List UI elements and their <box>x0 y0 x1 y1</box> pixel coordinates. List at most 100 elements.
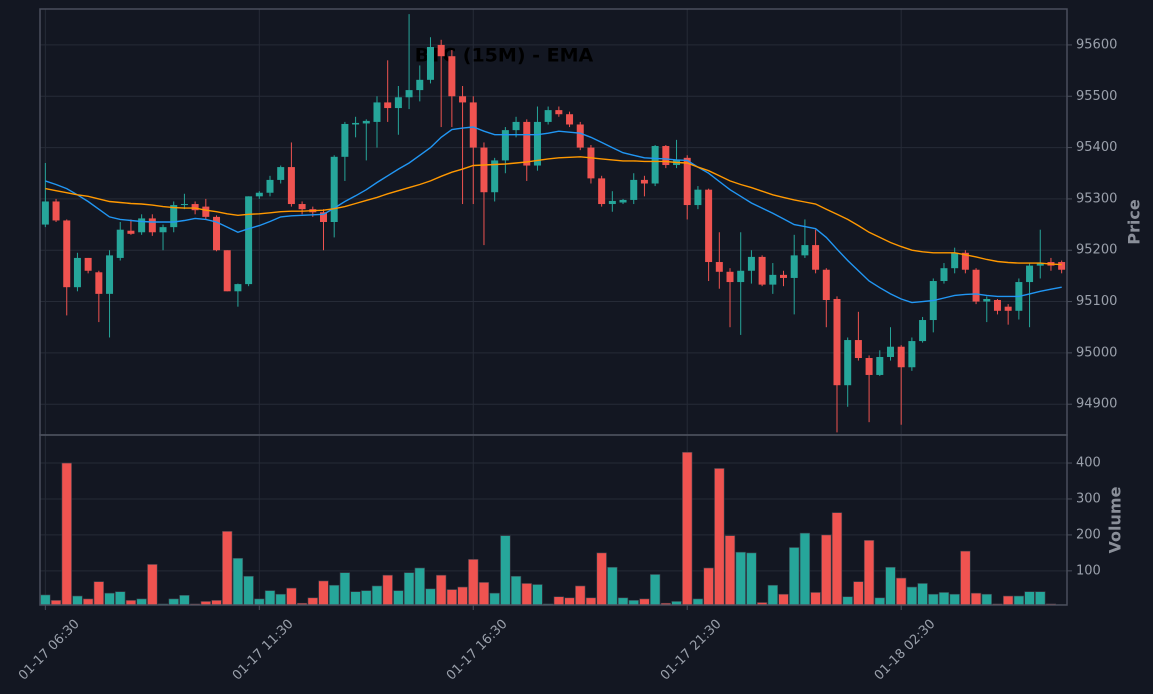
volume-bar <box>896 577 907 606</box>
candle-body <box>266 179 274 193</box>
candle-body <box>73 257 81 288</box>
candle-body <box>694 189 702 206</box>
candle-body <box>726 271 734 283</box>
candle-body <box>897 346 905 368</box>
candle-body <box>501 130 509 161</box>
volume-bar <box>40 594 51 606</box>
volume-bar <box>510 575 522 606</box>
candle-body <box>373 102 381 122</box>
candle-body <box>705 189 713 263</box>
candle-body <box>555 110 563 115</box>
candle-body <box>544 110 552 122</box>
volume-bar <box>179 594 190 606</box>
volume-bar <box>692 598 704 606</box>
candle-body <box>298 204 306 210</box>
candle-body <box>330 156 338 222</box>
volume-bar <box>393 590 404 606</box>
y-tick-label: 100 <box>1076 563 1101 578</box>
volume-bar <box>970 592 982 606</box>
volume-bar <box>607 566 618 606</box>
candle-body <box>951 252 959 269</box>
volume-bar <box>767 584 778 606</box>
volume-bar <box>960 550 971 606</box>
candle-body <box>362 120 370 124</box>
candle-body <box>116 229 124 258</box>
candle-body <box>780 274 788 278</box>
volume-bar <box>714 468 725 606</box>
volume-bar <box>425 588 436 606</box>
volume-bar <box>222 531 233 606</box>
volume-bar <box>885 566 896 606</box>
volume-bar <box>147 564 158 606</box>
candle-body <box>352 122 360 125</box>
candle-body <box>683 157 691 206</box>
y-tick-label: 95500 <box>1076 89 1117 104</box>
volume-bar <box>350 591 361 606</box>
candle-body <box>245 196 253 285</box>
volume-bar <box>168 598 179 606</box>
candle-body <box>854 340 862 359</box>
y-tick-label: 400 <box>1076 456 1101 471</box>
candle-body <box>587 147 595 179</box>
candle-body <box>833 298 841 386</box>
candle-body <box>533 121 541 166</box>
candle-body <box>287 167 295 205</box>
volume-bar <box>842 596 853 606</box>
candle-body <box>95 272 103 294</box>
volume-bar <box>617 597 629 606</box>
candle-body <box>480 147 488 193</box>
volume-bar <box>735 551 746 606</box>
volume-bar <box>136 598 147 606</box>
y-tick-label: 95600 <box>1076 37 1117 52</box>
volume-bar <box>318 580 329 606</box>
candle-body <box>234 284 242 292</box>
volume-bar <box>521 583 532 606</box>
candle-body <box>84 257 92 271</box>
chart-title: BTC (15M) - EMA <box>415 45 594 67</box>
volume-bar <box>414 567 425 606</box>
y-tick-label: 95400 <box>1076 140 1117 155</box>
candle-body <box>255 192 263 197</box>
candle-body <box>1026 265 1034 283</box>
candle-body <box>459 96 467 103</box>
candle-body <box>769 274 777 285</box>
candle-body <box>405 90 413 98</box>
volume-bar <box>457 586 468 606</box>
volume-bar <box>489 592 500 606</box>
volume-bar <box>403 572 415 606</box>
candle-body <box>608 200 616 205</box>
volume-bar <box>682 451 693 606</box>
candle-body <box>566 114 574 125</box>
candle-body <box>844 340 852 386</box>
volume-bar <box>746 552 757 606</box>
candle-body <box>758 256 766 285</box>
candle-body <box>908 341 916 368</box>
candle-body <box>886 346 894 357</box>
volume-bar <box>286 587 297 606</box>
candle-body <box>319 212 327 222</box>
volume-bar <box>553 596 564 606</box>
volume-bar <box>789 547 800 606</box>
volume-bar <box>243 575 254 606</box>
candle-body <box>416 79 424 91</box>
candle-body <box>737 270 745 283</box>
volume-bar <box>82 598 94 606</box>
ema-line <box>45 156 1062 266</box>
y-tick-label: 95100 <box>1076 294 1117 309</box>
volume-bar <box>917 583 928 606</box>
volume-bar <box>831 512 843 606</box>
candle-body <box>619 199 627 203</box>
candle-body <box>106 255 114 294</box>
y-tick-label: 300 <box>1076 491 1101 506</box>
candle-body <box>630 179 638 200</box>
volume-bar <box>1035 591 1046 606</box>
candle-body <box>662 146 670 166</box>
volume-bar <box>596 552 607 606</box>
candle-body <box>491 160 499 193</box>
volume-bar <box>874 597 885 606</box>
volume-bar <box>810 592 821 606</box>
candle-body <box>341 123 349 157</box>
candle-body <box>469 102 477 148</box>
candle-body <box>919 320 927 342</box>
